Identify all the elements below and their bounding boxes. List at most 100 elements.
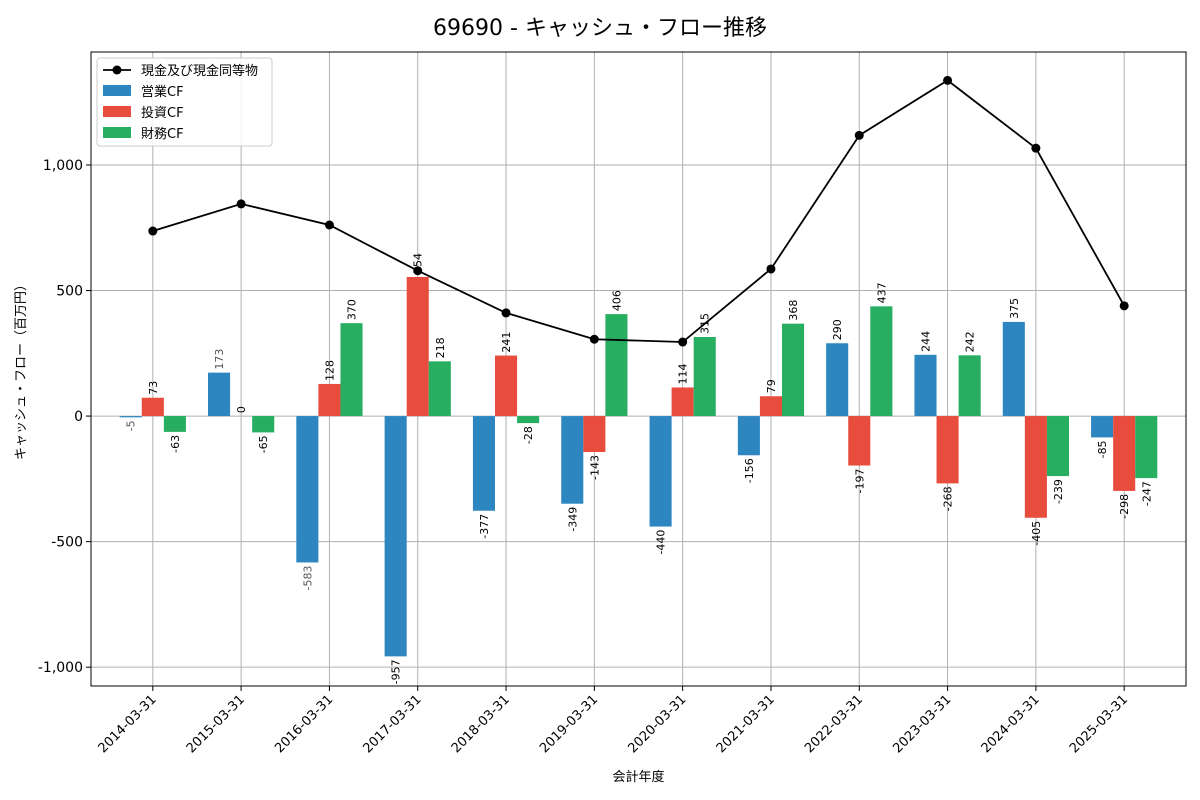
- bar-財務CF-2017-03-31: [428, 361, 451, 417]
- data-label: -377: [478, 514, 491, 539]
- bar-投資CF-2020-03-31: [671, 387, 694, 417]
- bar-営業CF-2020-03-31: [649, 416, 672, 527]
- bar-営業CF-2015-03-31: [208, 372, 231, 417]
- bar-営業CF-2016-03-31: [296, 416, 319, 563]
- legend-label: 現金及び現金同等物: [141, 63, 258, 79]
- point-現金及び現金同等物-2021-03-31: [766, 264, 776, 274]
- legend-label: 営業CF: [141, 84, 184, 100]
- x-tick-label: 2014-03-31: [96, 692, 160, 756]
- bar-営業CF-2023-03-31: [914, 354, 937, 417]
- y-tick-label: 0: [74, 409, 83, 425]
- point-現金及び現金同等物-2014-03-31: [148, 226, 158, 236]
- bar-財務CF-2019-03-31: [605, 314, 628, 417]
- x-tick-label: 2022-03-31: [802, 692, 866, 756]
- bar-投資CF-2021-03-31: [759, 396, 782, 417]
- data-label: -440: [655, 530, 668, 555]
- x-tick-label: 2018-03-31: [449, 692, 513, 756]
- bar-財務CF-2021-03-31: [781, 323, 805, 417]
- chart-title: 69690 - キャッシュ・フロー推移: [433, 16, 767, 41]
- x-tick-label: 2021-03-31: [714, 692, 778, 756]
- data-label: 370: [346, 299, 359, 320]
- legend-label: 投資CF: [141, 105, 184, 121]
- data-label: -298: [1118, 494, 1131, 519]
- x-tick-label: 2019-03-31: [537, 692, 601, 756]
- point-現金及び現金同等物-2019-03-31: [589, 334, 599, 344]
- line-現金及び現金同等物: [152, 79, 1125, 343]
- data-label: -65: [257, 435, 270, 453]
- data-label: -405: [1030, 521, 1043, 546]
- bar-投資CF-2025-03-31: [1113, 416, 1136, 491]
- data-label: 241: [500, 332, 513, 353]
- data-label: 73: [147, 381, 160, 395]
- x-tick-label: 2024-03-31: [979, 692, 1043, 756]
- point-現金及び現金同等物-2024-03-31: [1031, 143, 1041, 153]
- data-label: -268: [942, 486, 955, 511]
- data-label: -239: [1052, 479, 1065, 504]
- point-現金及び現金同等物-2018-03-31: [501, 308, 511, 318]
- data-label: 173: [213, 349, 226, 370]
- bar-営業CF-2014-03-31: [119, 416, 142, 418]
- point-現金及び現金同等物-2015-03-31: [236, 199, 246, 209]
- data-label: 244: [919, 331, 932, 352]
- bar-財務CF-2014-03-31: [163, 416, 186, 432]
- legend-box: [96, 57, 273, 147]
- data-label: 79: [765, 379, 778, 393]
- point-現金及び現金同等物-2025-03-31: [1119, 301, 1129, 311]
- data-label: 218: [434, 337, 447, 358]
- y-tick-label: -500: [51, 535, 83, 551]
- bar-投資CF-2019-03-31: [583, 416, 606, 452]
- bar-財務CF-2022-03-31: [870, 306, 893, 417]
- bar-投資CF-2014-03-31: [141, 397, 164, 417]
- x-tick-label: 2020-03-31: [625, 692, 689, 756]
- data-label: -5: [125, 420, 138, 431]
- point-現金及び現金同等物-2023-03-31: [943, 75, 953, 85]
- bar-投資CF-2016-03-31: [318, 383, 341, 417]
- data-label: 0: [235, 406, 248, 413]
- legend-marker: [112, 65, 122, 75]
- bar-営業CF-2019-03-31: [561, 416, 584, 504]
- data-label: -143: [588, 455, 601, 480]
- data-label: 437: [875, 282, 888, 303]
- data-label: 114: [677, 363, 690, 384]
- x-tick-label: 2015-03-31: [184, 692, 248, 756]
- plot-frame: [90, 51, 1187, 687]
- bar-投資CF-2022-03-31: [848, 416, 871, 466]
- bar-投資CF-2018-03-31: [495, 355, 518, 417]
- x-tick-label: 2025-03-31: [1067, 692, 1131, 756]
- bar-投資CF-2024-03-31: [1024, 416, 1047, 518]
- bar-営業CF-2025-03-31: [1091, 416, 1114, 438]
- data-label: -247: [1140, 481, 1153, 506]
- point-現金及び現金同等物-2022-03-31: [854, 130, 864, 140]
- point-現金及び現金同等物-2020-03-31: [678, 337, 688, 347]
- y-tick-label: -1,000: [38, 660, 83, 676]
- data-label: -28: [522, 426, 535, 444]
- bar-財務CF-2023-03-31: [958, 355, 981, 417]
- legend-swatch: [103, 85, 131, 96]
- bars: [119, 276, 1158, 657]
- bar-投資CF-2023-03-31: [936, 416, 959, 484]
- point-現金及び現金同等物-2016-03-31: [324, 220, 334, 230]
- x-tick-label: 2016-03-31: [272, 692, 336, 756]
- bar-営業CF-2017-03-31: [384, 416, 407, 657]
- data-label: 290: [831, 319, 844, 340]
- x-tick-label: 2023-03-31: [890, 692, 954, 756]
- x-axis-label: 会計年度: [612, 769, 664, 785]
- bar-財務CF-2015-03-31: [252, 416, 275, 433]
- legend-swatch: [103, 127, 131, 138]
- bar-営業CF-2024-03-31: [1002, 321, 1025, 417]
- y-axis-label: キャッシュ・フロー（百万円）: [14, 278, 29, 460]
- x-tick-label: 2017-03-31: [361, 692, 425, 756]
- bar-財務CF-2024-03-31: [1046, 416, 1069, 477]
- data-label: -156: [743, 458, 756, 483]
- y-tick-label: 1,000: [43, 158, 83, 174]
- bar-営業CF-2022-03-31: [826, 343, 849, 417]
- data-label: 368: [787, 300, 800, 321]
- data-label: -583: [301, 565, 314, 590]
- bar-財務CF-2020-03-31: [693, 336, 716, 417]
- point-現金及び現金同等物-2017-03-31: [413, 266, 423, 276]
- data-label: -197: [853, 469, 866, 494]
- y-tick-label: 500: [56, 284, 83, 300]
